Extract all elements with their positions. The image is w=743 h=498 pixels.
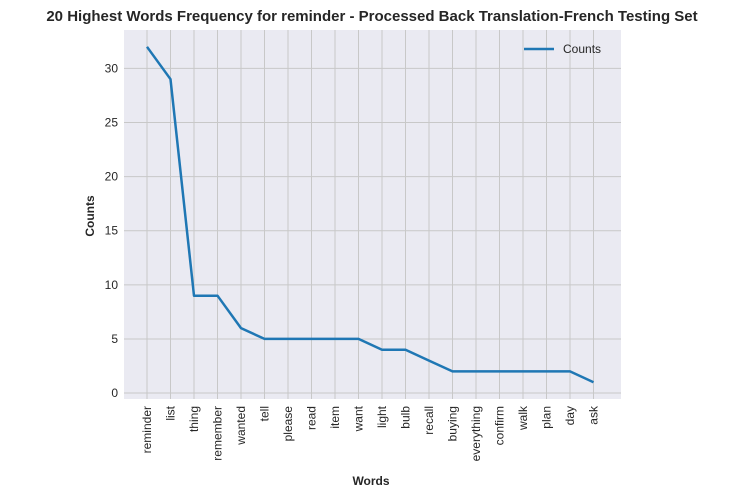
legend-label-counts: Counts <box>563 42 601 56</box>
x-tick-label: ask <box>587 405 601 425</box>
x-axis-label: Words <box>352 474 389 488</box>
legend: Counts <box>524 42 601 56</box>
y-tick-label: 5 <box>111 332 118 346</box>
x-tick-label: list <box>164 405 178 420</box>
x-tick-label: want <box>352 405 366 432</box>
x-tick-label: bulb <box>399 406 413 429</box>
x-tick-label: tell <box>258 406 272 421</box>
y-axis-ticks: 0 5 10 15 20 25 30 <box>105 61 119 400</box>
y-axis-label: Counts <box>83 195 97 237</box>
x-tick-label: walk <box>516 405 530 431</box>
y-tick-label: 30 <box>105 61 119 75</box>
y-tick-label: 10 <box>105 278 119 292</box>
x-tick-label: buying <box>446 406 460 441</box>
x-tick-label: remember <box>211 406 225 461</box>
plot-area <box>124 30 621 399</box>
x-tick-label: day <box>563 406 577 425</box>
x-tick-label: light <box>375 405 389 428</box>
series-points <box>146 46 594 383</box>
x-tick-label: read <box>305 406 319 430</box>
x-tick-label: please <box>281 406 295 442</box>
y-tick-label: 15 <box>105 224 119 238</box>
x-tick-label: wanted <box>234 406 248 446</box>
x-tick-label: thing <box>187 406 201 432</box>
series-line-counts <box>145 46 595 384</box>
chart-title: 20 Highest Words Frequency for reminder … <box>46 8 697 25</box>
x-tick-label: confirm <box>493 406 507 445</box>
x-tick-label: recall <box>422 406 436 435</box>
y-tick-label: 20 <box>105 170 119 184</box>
x-tick-label: everything <box>469 406 483 461</box>
y-tick-label: 0 <box>111 386 118 400</box>
y-tick-label: 25 <box>105 116 119 130</box>
x-tick-label: item <box>328 406 342 429</box>
grid-lines <box>124 30 621 399</box>
x-axis-ticks: reminder list thing remember wanted tell pleas… <box>140 405 601 461</box>
x-tick-label: plan <box>540 406 554 429</box>
x-tick-label: reminder <box>140 406 154 453</box>
